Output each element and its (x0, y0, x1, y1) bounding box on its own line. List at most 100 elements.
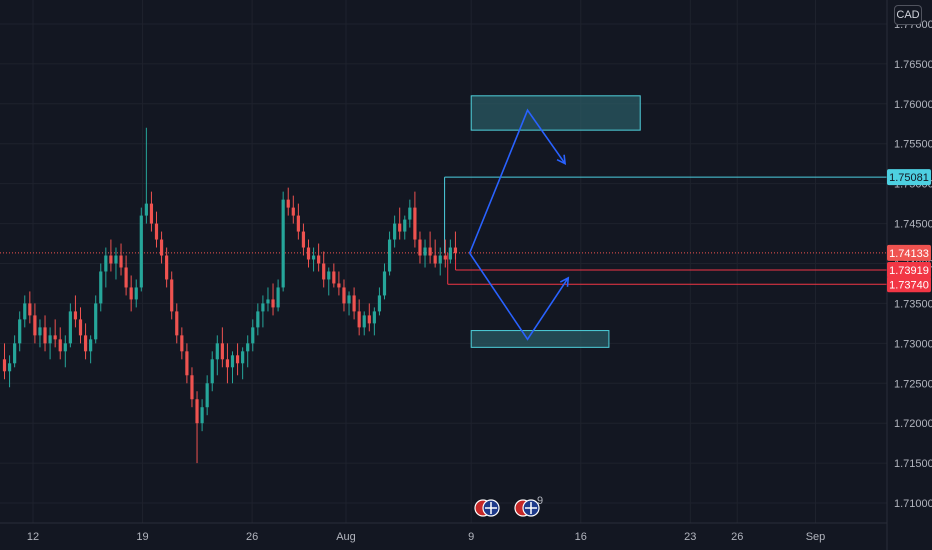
candle-down (28, 291, 32, 324)
candle-body (413, 207, 417, 240)
candle-down (291, 195, 295, 224)
candlestick-series (2, 127, 458, 464)
candle-up (241, 347, 245, 380)
candle-up (408, 199, 412, 228)
candle-down (367, 303, 371, 332)
candle-up (89, 335, 93, 364)
candle-body (220, 343, 224, 360)
candle-body (398, 223, 402, 232)
candle-down (78, 307, 83, 344)
candle-body (438, 255, 442, 264)
candle-body (286, 199, 290, 208)
candle-body (301, 231, 306, 248)
candle-down (235, 343, 240, 376)
candle-down (413, 191, 417, 248)
projection-path (468, 252, 569, 341)
candle-body (170, 279, 174, 312)
candle-body (38, 327, 42, 336)
candle-body (235, 355, 240, 364)
candle-body (195, 399, 199, 424)
price-label-tag: 1.75081 (887, 169, 931, 186)
candle-down (129, 275, 133, 312)
candle-body (180, 335, 184, 352)
time-axis[interactable]: 12 19 26 Aug 9 16 23 26 Sep (0, 522, 887, 543)
candle-up (38, 319, 42, 348)
candle-up (68, 303, 72, 348)
candle-down (170, 271, 174, 320)
candle-down (301, 223, 306, 256)
time-tick-label: 26 (731, 531, 743, 543)
time-tick-label: 26 (246, 531, 258, 543)
price-label-bg (887, 244, 931, 261)
candle-down (337, 271, 341, 296)
candle-down (180, 327, 184, 360)
candle-down (165, 247, 169, 288)
candle-up (423, 239, 427, 268)
candle-up (48, 327, 52, 360)
candle-body (367, 315, 371, 324)
candle-body (7, 363, 12, 372)
candle-down (286, 187, 290, 216)
price-label-bg (887, 261, 931, 278)
candle-body (165, 255, 169, 280)
candle-body (306, 247, 311, 260)
time-tick-label: 16 (575, 531, 587, 543)
candle-body (327, 271, 331, 280)
candle-down (225, 343, 230, 384)
horizontal-levels (0, 176, 887, 285)
candle-down (124, 255, 128, 296)
candle-down (453, 231, 458, 260)
candle-body (144, 203, 148, 216)
candle-up (281, 191, 285, 292)
candle-body (276, 287, 280, 308)
candle-body (251, 327, 255, 344)
candle-body (443, 255, 447, 260)
candle-body (99, 271, 103, 304)
candle-body (332, 271, 336, 284)
candle-body (403, 219, 407, 232)
candle-down (119, 243, 123, 276)
candle-body (205, 383, 209, 408)
candle-down (159, 231, 164, 264)
candle-up (210, 351, 214, 392)
candle-down (109, 239, 113, 272)
candle-body (200, 407, 204, 424)
time-tick-label: Aug (336, 531, 356, 543)
candle-down (83, 323, 88, 360)
candle-body (372, 311, 376, 324)
candle-up (205, 375, 209, 416)
candle-up (134, 279, 138, 308)
candle-down (433, 239, 437, 268)
candle-down (398, 207, 402, 240)
price-label-text: 1.75081 (889, 172, 929, 184)
candle-body (119, 255, 123, 268)
candle-up (362, 311, 366, 336)
candle-body (124, 267, 128, 288)
event-flag-icon[interactable] (514, 499, 540, 517)
candle-body (129, 287, 133, 300)
candle-body (428, 247, 432, 256)
currency-badge[interactable]: CAD (894, 5, 922, 25)
candle-up (7, 355, 12, 388)
candle-body (408, 207, 412, 220)
candle-body (448, 247, 452, 260)
candle-up (327, 267, 331, 296)
candle-up (438, 247, 442, 276)
price-tick-label: 1.72000 (894, 418, 932, 430)
economic-events[interactable]: 9 (474, 495, 543, 517)
candle-up (144, 127, 148, 224)
price-tick-label: 1.73500 (894, 298, 932, 310)
candle-down (195, 391, 199, 464)
candle-body (185, 351, 189, 376)
candle-body (362, 315, 366, 328)
price-labels: 1.75081 1.74133 1.73919 1.73740 (887, 169, 931, 293)
event-flag-icon[interactable] (474, 499, 500, 517)
candle-down (342, 279, 346, 312)
candle-body (18, 319, 22, 344)
arrow-head (559, 276, 570, 287)
target-zones (470, 95, 641, 348)
candle-up (114, 247, 118, 280)
